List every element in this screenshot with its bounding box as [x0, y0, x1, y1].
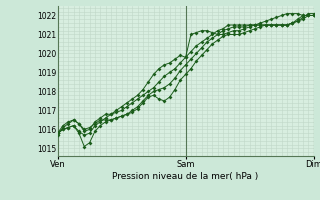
X-axis label: Pression niveau de la mer( hPa ): Pression niveau de la mer( hPa )	[112, 172, 259, 181]
